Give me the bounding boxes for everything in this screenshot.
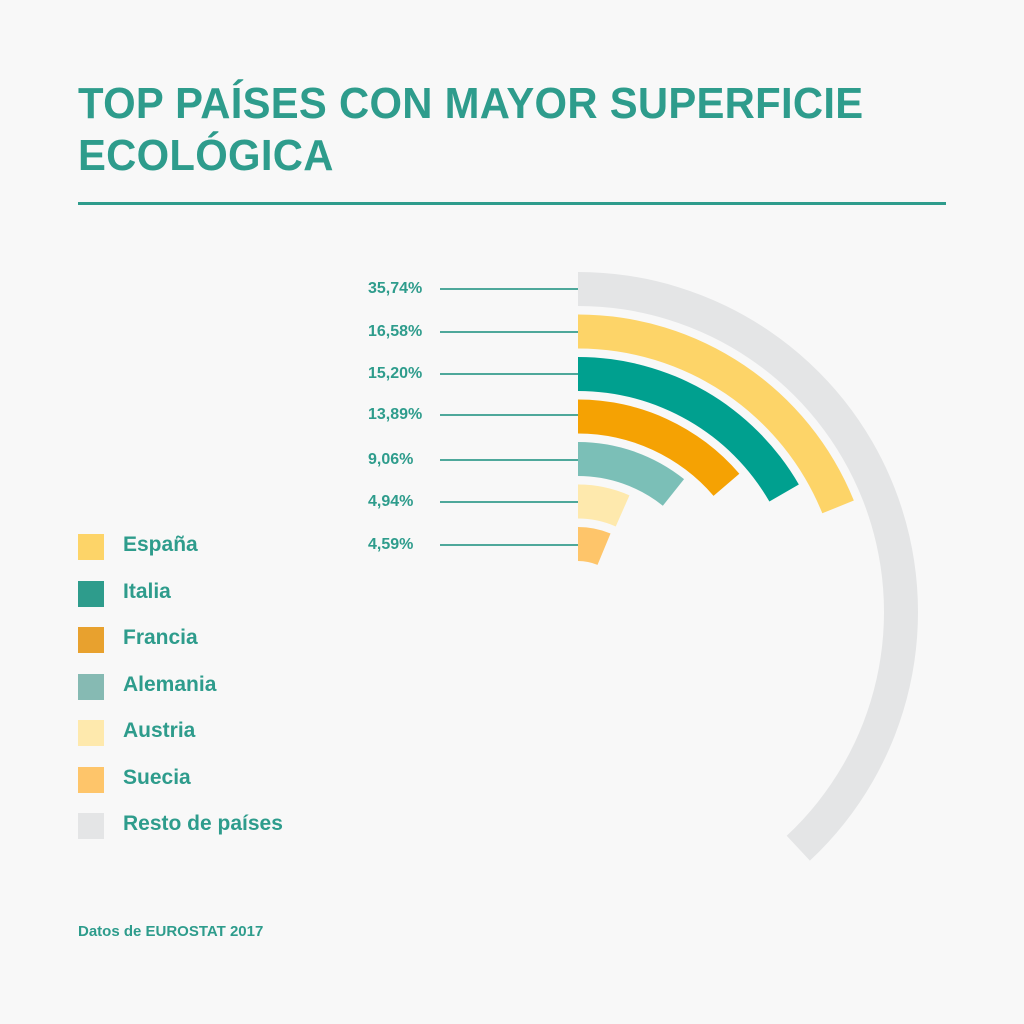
legend-label: Austria [123, 719, 196, 742]
legend-swatch [78, 534, 104, 560]
title-divider [78, 202, 946, 205]
value-label-suecia: 4,59% [368, 536, 414, 553]
page-title: TOP PAÍSES CON MAYOR SUPERFICIE ECOLÓGIC… [78, 79, 864, 180]
legend-swatch [78, 580, 104, 607]
legend-swatch [78, 627, 104, 653]
legend-swatch [78, 766, 104, 793]
data-source-note: Datos de EUROSTAT 2017 [78, 923, 264, 940]
arc-austria [578, 484, 630, 527]
leader-line [440, 331, 578, 333]
leader-line [440, 414, 578, 416]
legend-label: Alemania [123, 672, 217, 696]
value-label-espana: 16,58% [368, 323, 423, 340]
legend-label: Francia [123, 626, 198, 649]
arc-francia [578, 399, 740, 496]
arc-espana [578, 314, 854, 514]
value-label-alemania: 9,06% [368, 451, 414, 468]
leader-line [440, 544, 578, 546]
leader-line [440, 459, 578, 461]
legend-swatch [78, 720, 104, 746]
leader-line [440, 373, 578, 375]
legend-swatch [78, 813, 104, 839]
legend-label: Resto de países [123, 812, 283, 835]
leader-line [440, 501, 578, 503]
arc-alemania [578, 442, 685, 506]
legend-label: Suecia [123, 765, 191, 789]
value-label-francia: 13,89% [368, 406, 423, 423]
value-label-italia: 15,20% [368, 365, 423, 382]
value-label-resto: 35,74% [368, 280, 423, 297]
arc-italia [578, 357, 799, 502]
leader-line [440, 288, 578, 290]
legend-label: España [123, 533, 198, 556]
legend-label: Italia [123, 579, 171, 603]
legend-swatch [78, 673, 104, 700]
arc-suecia [578, 527, 611, 565]
arc-resto [578, 272, 919, 861]
value-label-austria: 4,94% [368, 493, 414, 510]
